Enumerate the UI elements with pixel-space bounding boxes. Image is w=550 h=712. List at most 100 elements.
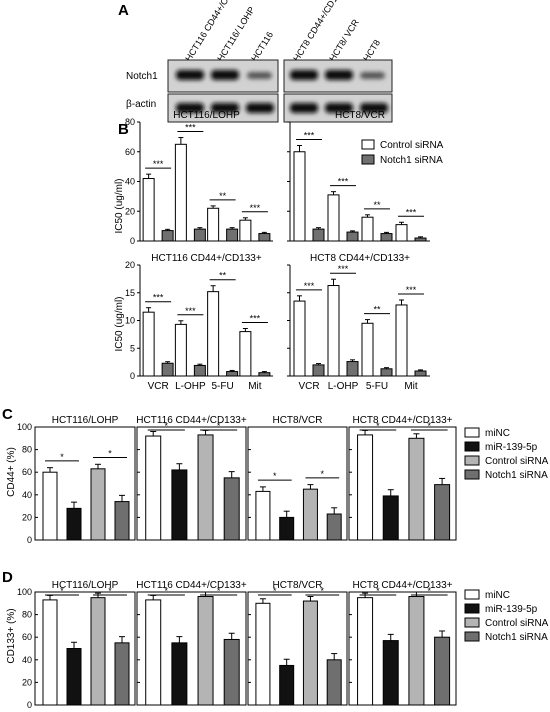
legend-swatch-control	[361, 139, 375, 150]
bar-notch1-sirna	[258, 233, 271, 242]
chart-title: HCT8/VCR	[272, 415, 322, 426]
blot-row-label-notch1: Notch1	[126, 71, 158, 82]
y-tick-label: 10	[125, 316, 135, 326]
bar-notch1-sirna	[226, 371, 239, 377]
panel-label-d: D	[2, 569, 13, 586]
chart-title: HCT116 CD44+/CD133+	[151, 253, 262, 264]
blot-band	[211, 103, 239, 113]
blot-row-label-actin: β-actin	[126, 99, 156, 110]
bar-mir-139-5p	[279, 516, 295, 541]
chart-d-hct116-cd44-cd133: HCT116 CD44+/CD133+* *	[136, 580, 247, 706]
bar-notch1-sirna	[193, 228, 206, 242]
legend-swatch-control	[464, 617, 480, 628]
significance-label: ***	[338, 264, 349, 274]
bar-minc	[255, 490, 271, 541]
blot-band	[290, 103, 318, 113]
bar-mir-139-5p	[382, 640, 399, 706]
y-tick-label: 0	[130, 236, 135, 246]
chart-title: HCT116/LOHP	[52, 580, 119, 591]
y-tick-label: 20	[125, 206, 135, 216]
significance-label: *	[428, 586, 432, 596]
bar-control-sirna	[293, 151, 306, 242]
legend-swatch-control	[464, 455, 480, 466]
chart-b-hct8-cd44-cd133: HCT8 CD44+/CD133+***VCR***L-OHP**5-FU***…	[287, 253, 430, 392]
bar-minc	[255, 602, 271, 706]
ylabel-d: CD133+ (%)	[6, 608, 17, 663]
bar-control-sirna	[90, 597, 106, 706]
chart-title: HCT8/VCR	[272, 580, 322, 591]
chart-title: HCT116/LOHP	[52, 415, 119, 426]
bar-control-sirna	[142, 178, 155, 242]
y-tick-label: 40	[125, 177, 135, 187]
bar-notch1-sirna	[161, 230, 174, 242]
legend-label: miR-139-5p	[485, 442, 538, 453]
blot-band	[246, 103, 274, 113]
blot-band	[360, 103, 388, 113]
y-tick-label: 60	[22, 632, 32, 642]
bar-control-sirna	[293, 300, 306, 377]
legend-swatch-notch1	[464, 469, 480, 480]
bar-control-sirna	[395, 304, 408, 377]
bar-mir-139-5p	[66, 648, 82, 706]
bar-control-sirna	[408, 596, 425, 706]
blot-band	[247, 72, 272, 79]
y-tick-label: 15	[125, 288, 135, 298]
significance-label: *	[60, 452, 64, 462]
significance-label: *	[165, 586, 169, 596]
bar-mir-139-5p	[66, 507, 82, 541]
legend-label: Control siRNA	[485, 618, 549, 629]
bar-control-sirna	[327, 194, 340, 242]
bar-notch1-sirna	[114, 501, 130, 541]
y-tick-label: 0	[27, 535, 32, 545]
legend-swatch-minc	[464, 427, 480, 438]
blot-band	[360, 72, 385, 79]
bar-control-sirna	[142, 311, 155, 377]
legend-d: miNC miR-139-5p Control siRNA Notch1 siR…	[464, 589, 549, 643]
bar-notch1-sirna	[326, 513, 342, 541]
panel-label-b: B	[118, 121, 129, 138]
significance-label: **	[219, 271, 227, 281]
significance-label: ***	[185, 306, 196, 316]
bar-notch1-sirna	[414, 370, 427, 377]
plot-frame	[136, 591, 247, 706]
bar-notch1-sirna	[346, 231, 359, 242]
significance-label: ***	[406, 207, 417, 217]
bar-notch1-sirna	[414, 237, 427, 242]
x-tick-label: 5-FU	[366, 381, 388, 392]
chart-b-hct116-cd44-cd133: HCT116 CD44+/CD133+ 0 5 10 15 20 *** VCR *** L-OH…	[125, 253, 273, 392]
significance-label: ***	[304, 131, 315, 141]
blot-band	[325, 70, 353, 80]
significance-label: *	[376, 421, 380, 431]
bar-notch1-sirna	[326, 659, 342, 706]
significance-label: *	[60, 586, 64, 596]
legend-label: Control siRNA	[380, 140, 444, 151]
chart-title: HCT116 CD44+/CD133+	[136, 415, 247, 426]
chart-c-hct8-cd44-cd133: HCT8 CD44+/CD133+* *	[348, 415, 457, 541]
significance-label: *	[217, 586, 221, 596]
bar-control-sirna	[361, 322, 374, 377]
significance-label: *	[321, 469, 325, 479]
bar-minc	[42, 599, 58, 706]
blot-lane-label: HCT8/ VCR	[327, 17, 361, 63]
bar-notch1-sirna	[434, 636, 451, 706]
significance-label: **	[373, 200, 381, 210]
legend-label: Control siRNA	[485, 456, 549, 467]
bar-control-sirna	[395, 224, 408, 242]
chart-title: HCT116/LOHP	[173, 110, 240, 121]
chart-c-hct116-lohp: HCT116/LOHP 0 20 40 60 80 100 * *	[17, 415, 136, 545]
significance-label: ***	[250, 313, 261, 323]
bar-notch1-sirna	[258, 372, 271, 377]
legend-swatch-minc	[464, 589, 480, 600]
western-blot: HCT116 CD44+/CD133+ HCT116/ LOHP HCT116 …	[126, 0, 393, 123]
y-tick-label: 80	[125, 117, 135, 127]
panel-label-c: C	[2, 406, 13, 423]
x-tick-label: VCR	[148, 381, 169, 392]
x-tick-label: L-OHP	[328, 381, 359, 392]
chart-title: HCT116 CD44+/CD133+	[136, 580, 247, 591]
ylabel-b-bottom: IC50 (ug/ml)	[114, 296, 125, 351]
significance-label: *	[217, 421, 221, 431]
significance-label: ***	[185, 123, 196, 133]
plot-frame	[348, 591, 457, 706]
y-tick-label: 100	[17, 587, 32, 597]
